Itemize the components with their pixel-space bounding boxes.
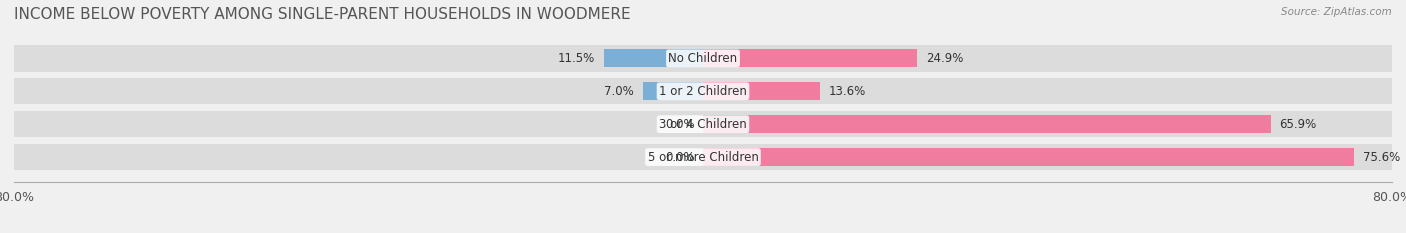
Bar xyxy=(14,144,1392,170)
Bar xyxy=(14,111,1392,137)
Text: 11.5%: 11.5% xyxy=(558,52,595,65)
Bar xyxy=(703,115,1271,133)
Bar xyxy=(14,45,1392,72)
Text: 3 or 4 Children: 3 or 4 Children xyxy=(659,118,747,131)
Bar xyxy=(643,82,703,100)
Text: No Children: No Children xyxy=(668,52,738,65)
Bar xyxy=(703,148,1354,166)
Bar xyxy=(14,78,1392,104)
Text: 7.0%: 7.0% xyxy=(605,85,634,98)
Text: 1 or 2 Children: 1 or 2 Children xyxy=(659,85,747,98)
Text: INCOME BELOW POVERTY AMONG SINGLE-PARENT HOUSEHOLDS IN WOODMERE: INCOME BELOW POVERTY AMONG SINGLE-PARENT… xyxy=(14,7,631,22)
Text: 24.9%: 24.9% xyxy=(927,52,963,65)
Bar xyxy=(703,82,820,100)
Text: 13.6%: 13.6% xyxy=(828,85,866,98)
Text: Source: ZipAtlas.com: Source: ZipAtlas.com xyxy=(1281,7,1392,17)
Bar xyxy=(703,49,918,67)
Text: 0.0%: 0.0% xyxy=(665,118,695,131)
Text: 75.6%: 75.6% xyxy=(1362,151,1400,164)
Text: 5 or more Children: 5 or more Children xyxy=(648,151,758,164)
Bar xyxy=(605,49,703,67)
Text: 65.9%: 65.9% xyxy=(1279,118,1316,131)
Text: 0.0%: 0.0% xyxy=(665,151,695,164)
